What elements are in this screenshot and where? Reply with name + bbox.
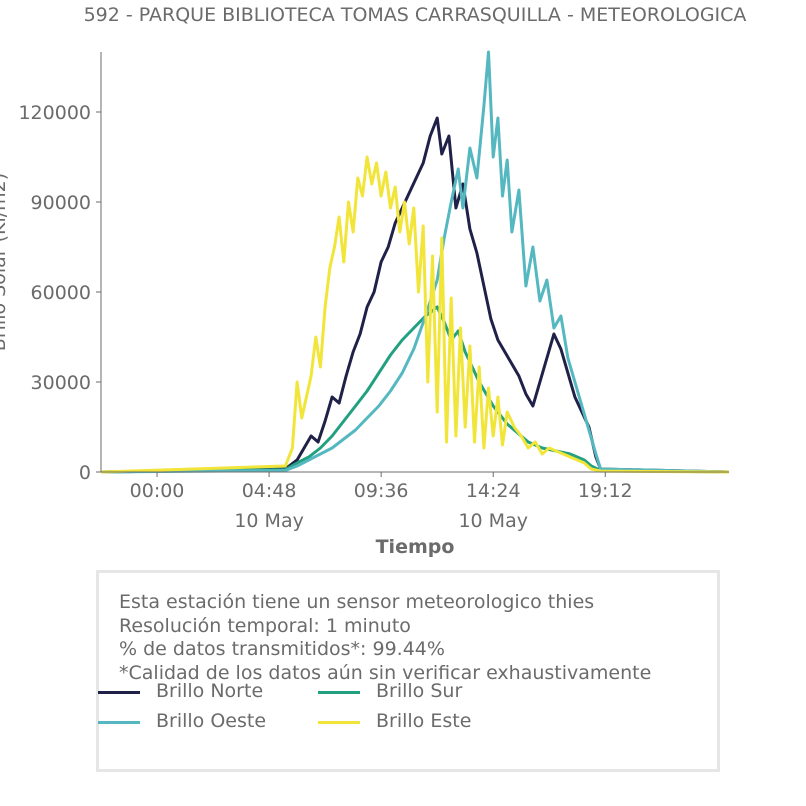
series-line-brillo-oeste: [100, 50, 730, 474]
x-axis-label: Tiempo: [376, 536, 455, 558]
x-tick-label: 04:48: [242, 480, 297, 502]
y-tick-label: 120000: [18, 102, 91, 124]
x-tick-label: 09:36: [354, 480, 409, 502]
legend-swatch-este: [318, 721, 360, 724]
y-tick-label: 0: [79, 462, 91, 484]
legend-swatch-sur: [318, 691, 360, 694]
x-ticks: 00:00 04:48 10 May 09:36 14:24 10 May 19:12: [130, 472, 633, 532]
info-box: Esta estación tiene un sensor meteorolog…: [96, 570, 720, 772]
legend-label-oeste: Brillo Oeste: [156, 710, 267, 732]
x-tick-label: 14:24: [466, 480, 521, 502]
info-line-resolution: Resolución temporal: 1 minuto: [119, 614, 411, 637]
series-line-brillo-norte: [100, 116, 730, 474]
legend-swatch-norte: [98, 691, 140, 694]
legend-label-norte: Brillo Norte: [156, 680, 264, 702]
series-line-brillo-sur: [100, 305, 730, 474]
legend-label-este: Brillo Este: [376, 710, 472, 732]
y-tick-label: 30000: [31, 372, 91, 394]
info-line-data-percent: % de datos transmitidos*: 99.44%: [119, 638, 445, 660]
chart-title: 592 - PARQUE BIBLIOTECA TOMAS CARRASQUIL…: [84, 4, 747, 26]
x-tick-date-label: 10 May: [234, 510, 304, 532]
y-tick-label: 60000: [31, 282, 91, 304]
legend-swatch-oeste: [98, 721, 140, 724]
y-tick-label: 90000: [31, 192, 91, 214]
plot-lines: [100, 50, 730, 474]
info-line-station: Esta estación tiene un sensor meteorolog…: [119, 591, 595, 613]
info-text: Esta estación tiene un sensor meteorolog…: [119, 591, 651, 685]
x-tick-date-label: 10 May: [458, 510, 528, 532]
info-line-quality-note: *Calidad de los datos aún sin verificar …: [119, 661, 652, 684]
y-axis-label: Brillo Solar (Kl/m2): [0, 173, 10, 351]
x-tick-label: 00:00: [130, 480, 185, 502]
x-tick-label: 19:12: [578, 480, 633, 502]
legend-label-sur: Brillo Sur: [376, 680, 463, 702]
y-ticks: 0 30000 60000 90000 120000: [18, 102, 101, 484]
series-line-brillo-este: [100, 155, 730, 474]
